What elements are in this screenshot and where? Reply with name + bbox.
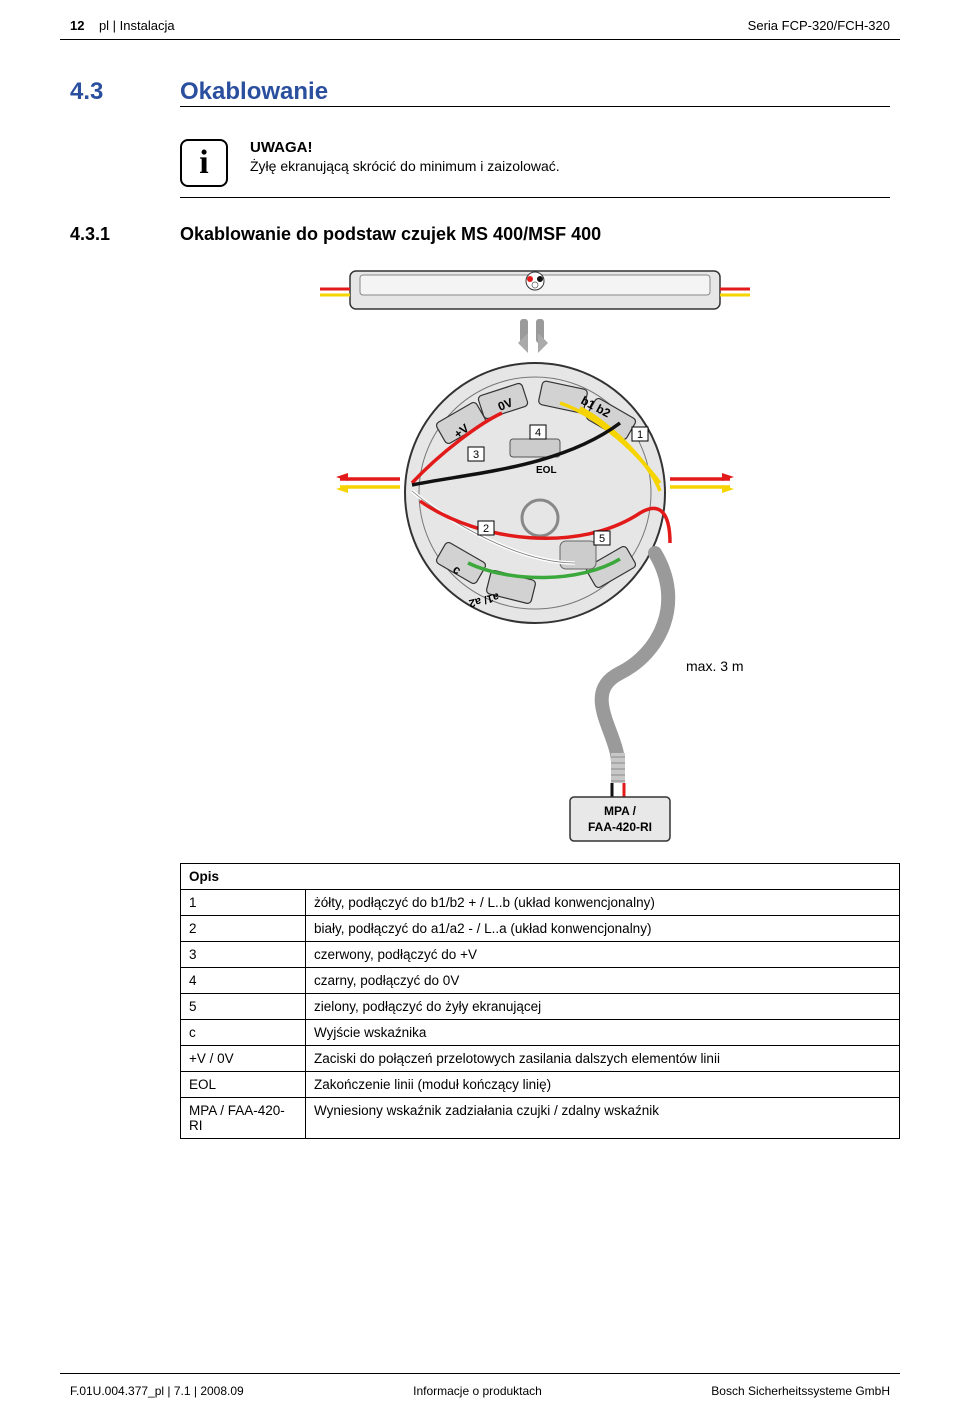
wire-arrows-left-icon xyxy=(336,473,400,493)
cable-bundle-icon xyxy=(518,319,548,353)
notice-bottom-rule xyxy=(180,197,890,198)
subsection-number: 4.3.1 xyxy=(70,224,180,245)
subsection-heading: 4.3.1 Okablowanie do podstaw czujek MS 4… xyxy=(70,224,890,245)
notice-text: UWAGA! Żyłę ekranującą skrócić do minimu… xyxy=(250,139,560,174)
max-length-label: max. 3 m xyxy=(686,658,744,674)
mpa-label-1: MPA / xyxy=(604,804,637,818)
notice-block: i UWAGA! Żyłę ekranującą skrócić do mini… xyxy=(180,139,890,187)
table-row: 4czarny, podłączyć do 0V xyxy=(181,968,900,994)
section-title: Okablowanie xyxy=(180,78,328,106)
table-row: 5zielony, podłączyć do żyły ekranującej xyxy=(181,994,900,1020)
notice-heading: UWAGA! xyxy=(250,139,560,156)
section-number: 4.3 xyxy=(70,78,180,106)
page-header: 12 pl | Instalacja Seria FCP-320/FCH-320 xyxy=(0,0,960,39)
section-heading: 4.3 Okablowanie xyxy=(70,78,890,106)
info-glyph: i xyxy=(199,144,208,182)
page-number: 12 xyxy=(70,18,84,33)
header-left: 12 pl | Instalacja xyxy=(70,18,175,33)
svg-text:4: 4 xyxy=(535,427,541,439)
svg-text:1: 1 xyxy=(637,429,643,441)
diagram-svg: 4 3 1 2 5 0V +V EOL b1 b2 a1/ a2 xyxy=(180,263,900,853)
table-row: 3czerwony, podłączyć do +V xyxy=(181,942,900,968)
wire-arrows-right-icon xyxy=(670,473,734,493)
footer-center: Informacje o produktach xyxy=(413,1384,542,1398)
wiring-diagram: 4 3 1 2 5 0V +V EOL b1 b2 a1/ a2 xyxy=(180,263,900,853)
detector-base-icon: 4 3 1 2 5 0V +V EOL b1 b2 a1/ a2 xyxy=(336,363,734,623)
subsection-title: Okablowanie do podstaw czujek MS 400/MSF… xyxy=(180,224,601,245)
svg-text:5: 5 xyxy=(599,533,605,545)
legend-table: Opis 1żółty, podłączyć do b1/b2 + / L..b… xyxy=(180,863,900,1139)
table-row: MPA / FAA-420-RIWyniesiony wskaźnik zadz… xyxy=(181,1098,900,1139)
page-content: 4.3 Okablowanie i UWAGA! Żyłę ekranującą… xyxy=(0,40,960,1139)
footer-left: F.01U.004.377_pl | 7.1 | 2008.09 xyxy=(70,1384,244,1398)
table-row: cWyjście wskaźnika xyxy=(181,1020,900,1046)
svg-text:3: 3 xyxy=(473,449,479,461)
legend-table-element: Opis 1żółty, podłączyć do b1/b2 + / L..b… xyxy=(180,863,900,1139)
header-section: pl | Instalacja xyxy=(99,18,175,33)
table-row: 2biały, podłączyć do a1/a2 - / L..a (ukł… xyxy=(181,916,900,942)
notice-body: Żyłę ekranującą skrócić do minimum i zai… xyxy=(250,158,560,174)
mpa-label-2: FAA-420-RI xyxy=(588,820,652,834)
header-right: Seria FCP-320/FCH-320 xyxy=(748,18,890,33)
table-row: +V / 0VZaciski do połączeń przelotowych … xyxy=(181,1046,900,1072)
ceiling-mount-icon xyxy=(320,271,750,309)
footer-right: Bosch Sicherheitssysteme GmbH xyxy=(711,1384,890,1398)
table-header: Opis xyxy=(181,864,900,890)
notice-top-rule xyxy=(180,106,890,121)
table-row: EOLZakończenie linii (moduł kończący lin… xyxy=(181,1072,900,1098)
info-icon: i xyxy=(180,139,228,187)
svg-text:EOL: EOL xyxy=(536,465,557,476)
page-footer: F.01U.004.377_pl | 7.1 | 2008.09 Informa… xyxy=(0,1384,960,1398)
svg-text:2: 2 xyxy=(483,523,489,535)
footer-rule xyxy=(60,1373,900,1374)
table-row: 1żółty, podłączyć do b1/b2 + / L..b (ukł… xyxy=(181,890,900,916)
